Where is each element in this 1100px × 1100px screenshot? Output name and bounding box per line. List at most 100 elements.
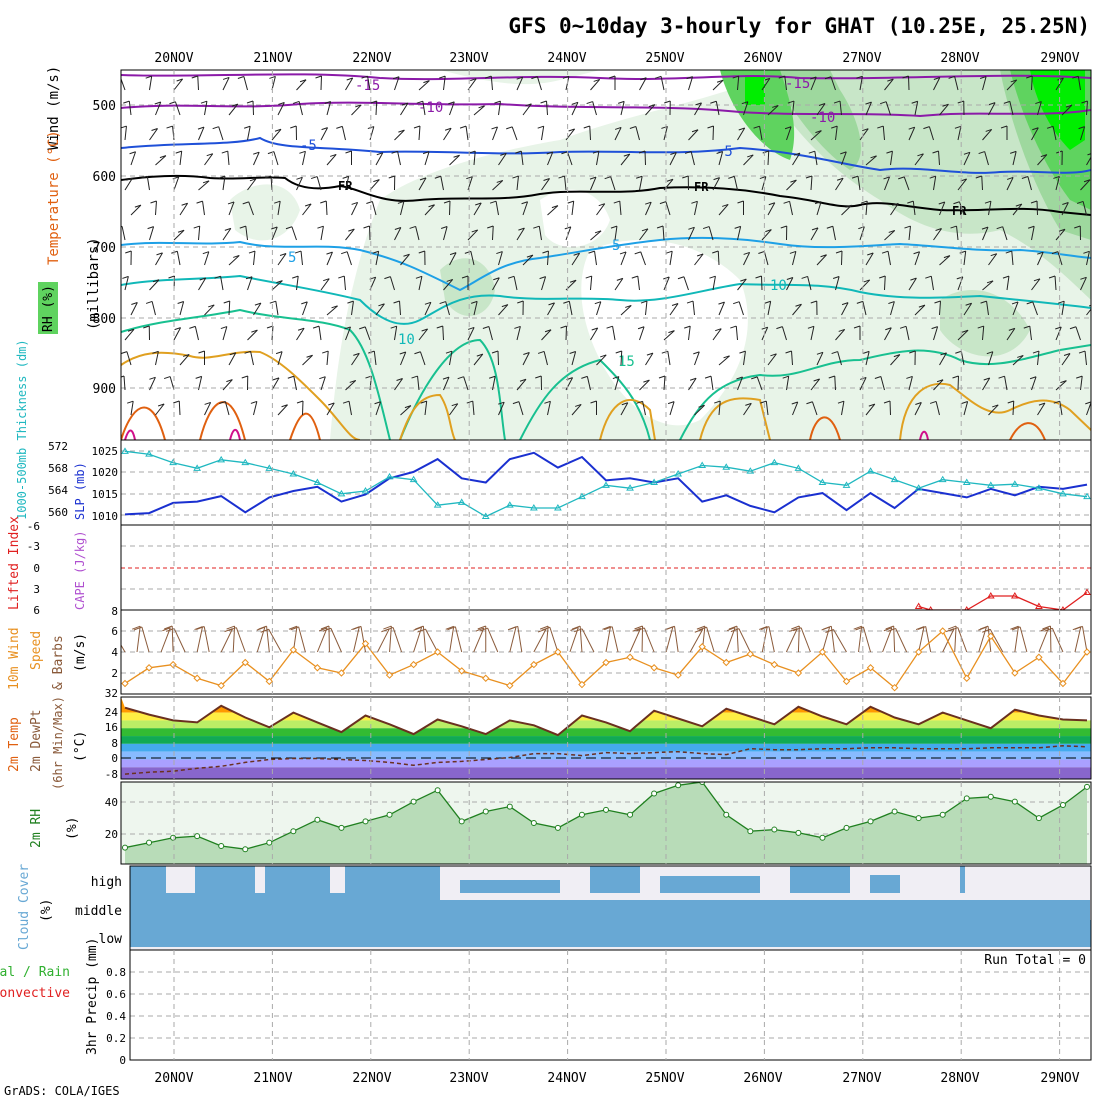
rh2m-point [530,820,537,826]
upper-wind-barb-flag [870,155,877,159]
upper-wind-barb [541,126,545,141]
upper-wind-barb-flag [297,327,305,331]
upper-wind-barb-flag [691,200,698,204]
upper-wind-barb [612,326,616,341]
upper-wind-barb [399,300,401,316]
rh2m-point [458,818,465,825]
wind10-barb-flag [698,626,707,631]
upper-wind-barb-flag [221,150,228,154]
upper-wind-barb [737,278,747,291]
upper-wind-barb [247,178,257,191]
wind10-barb [882,627,893,653]
upper-wind-barb-flag [713,177,720,181]
upper-wind-barb-flag [537,350,545,354]
upper-wind-barb [1037,154,1048,166]
wind10-barb [1051,628,1064,653]
wind10-barb [725,627,736,653]
wind10-barb [785,628,798,653]
upper-wind-barb [222,379,233,391]
wind10-speed-point [482,674,490,682]
temp2m-axis-title: 2m DewPt [29,709,44,772]
bottom-date-label: 20NOV [154,1071,193,1086]
upper-wind-barb-flag [296,176,303,180]
upper-wind-barb [197,75,199,91]
upper-wind-barb [467,229,479,241]
rh2m-point [1011,798,1018,805]
wind10-barb [389,626,392,653]
upper-wind-barb-flag [1008,327,1015,331]
temp2m-band [121,720,1091,729]
upper-wind-barb-flag [751,376,758,380]
cloud-level-label: low [99,932,123,947]
rh-region-white [581,240,748,426]
upper-wind-barb [619,201,622,216]
upper-wind-barb [565,226,572,241]
wind10-speed-point [241,658,249,667]
upper-wind-barb [1086,401,1091,416]
upper-wind-barb-flag [980,300,987,304]
upper-wind-barb-flag [1026,75,1033,79]
upper-wind-barb-flag [420,400,427,404]
upper-wind-barb-flag [264,175,272,179]
precip-axis-title: Convective [0,986,70,1001]
upper-wind-barb [957,178,968,191]
upper-wind-barb-flag [743,251,750,255]
wind10-barb-flag [1010,625,1019,630]
wind10-speed-point [938,627,947,635]
thickness-point [698,461,707,468]
upper-wind-barb [155,200,157,216]
upper-wind-barb-flag [722,203,729,207]
upper-wind-barb [375,401,382,416]
upper-wind-barb [218,126,224,141]
upper-wind-barb [890,151,893,166]
upper-wind-barb-flag [613,200,620,204]
rh-region-green [720,70,795,160]
wind10-barb [738,628,751,653]
precip-axis: 0.8 0.6 0.4 0.2 0 [106,966,126,1067]
upper-wind-barb [1061,353,1071,366]
upper-wind-barb [1037,351,1040,366]
upper-wind-barb [198,226,201,241]
wind10-speed-point [289,646,298,654]
upper-wind-barb [669,152,677,166]
upper-wind-barb [302,301,308,316]
upper-wind-barb [791,350,793,366]
upper-wind-barb-flag [274,200,281,204]
temp2m-band [121,751,1091,760]
credit-label: GrADS: COLA/IGES [4,1084,120,1098]
upper-wind-barb-flag [127,400,134,404]
upper-wind-barb [590,79,601,91]
upper-wind-barb-flag [448,101,455,105]
upper-wind-barb-flag [292,275,299,279]
upper-wind-barb-flag [478,105,485,109]
wind10-barb [454,626,463,653]
upper-wind-barb [1061,104,1073,116]
wind10-barb-flag [322,627,332,632]
cloud-low-block [130,920,1091,947]
wind10-barb-flag [258,625,267,630]
upper-wind-barb-flag [242,201,249,205]
wind10-speed-point [409,660,418,669]
wind10-speed-point [914,648,923,656]
upper-wind-barb [859,226,865,241]
upper-wind-barb-flag [684,325,691,329]
upper-wind-barb [981,175,983,191]
upper-wind-barb [642,401,646,416]
upper-wind-barb-flag [404,405,412,409]
thickness-tick-label: 568 [48,462,68,475]
upper-wind-barb-flag [202,180,210,184]
upper-wind-barb [522,201,529,216]
upper-wind-barb-flag [173,400,180,404]
thickness-point [289,470,298,477]
upper-wind-barbs [121,75,1091,416]
upper-wind-barb-flag [836,177,844,181]
wind10-barb-flag [477,625,486,630]
upper-wind-barb-flag [361,75,368,79]
upper-wind-barb [733,176,738,191]
upper-wind-barb-flag [957,100,964,104]
upper-wind-barb-flag [614,126,622,130]
upper-wind-barb [832,226,836,241]
upper-wind-barb-flag [219,401,226,404]
upper-wind-barb [939,300,941,316]
contour-label: 5 [288,250,296,266]
